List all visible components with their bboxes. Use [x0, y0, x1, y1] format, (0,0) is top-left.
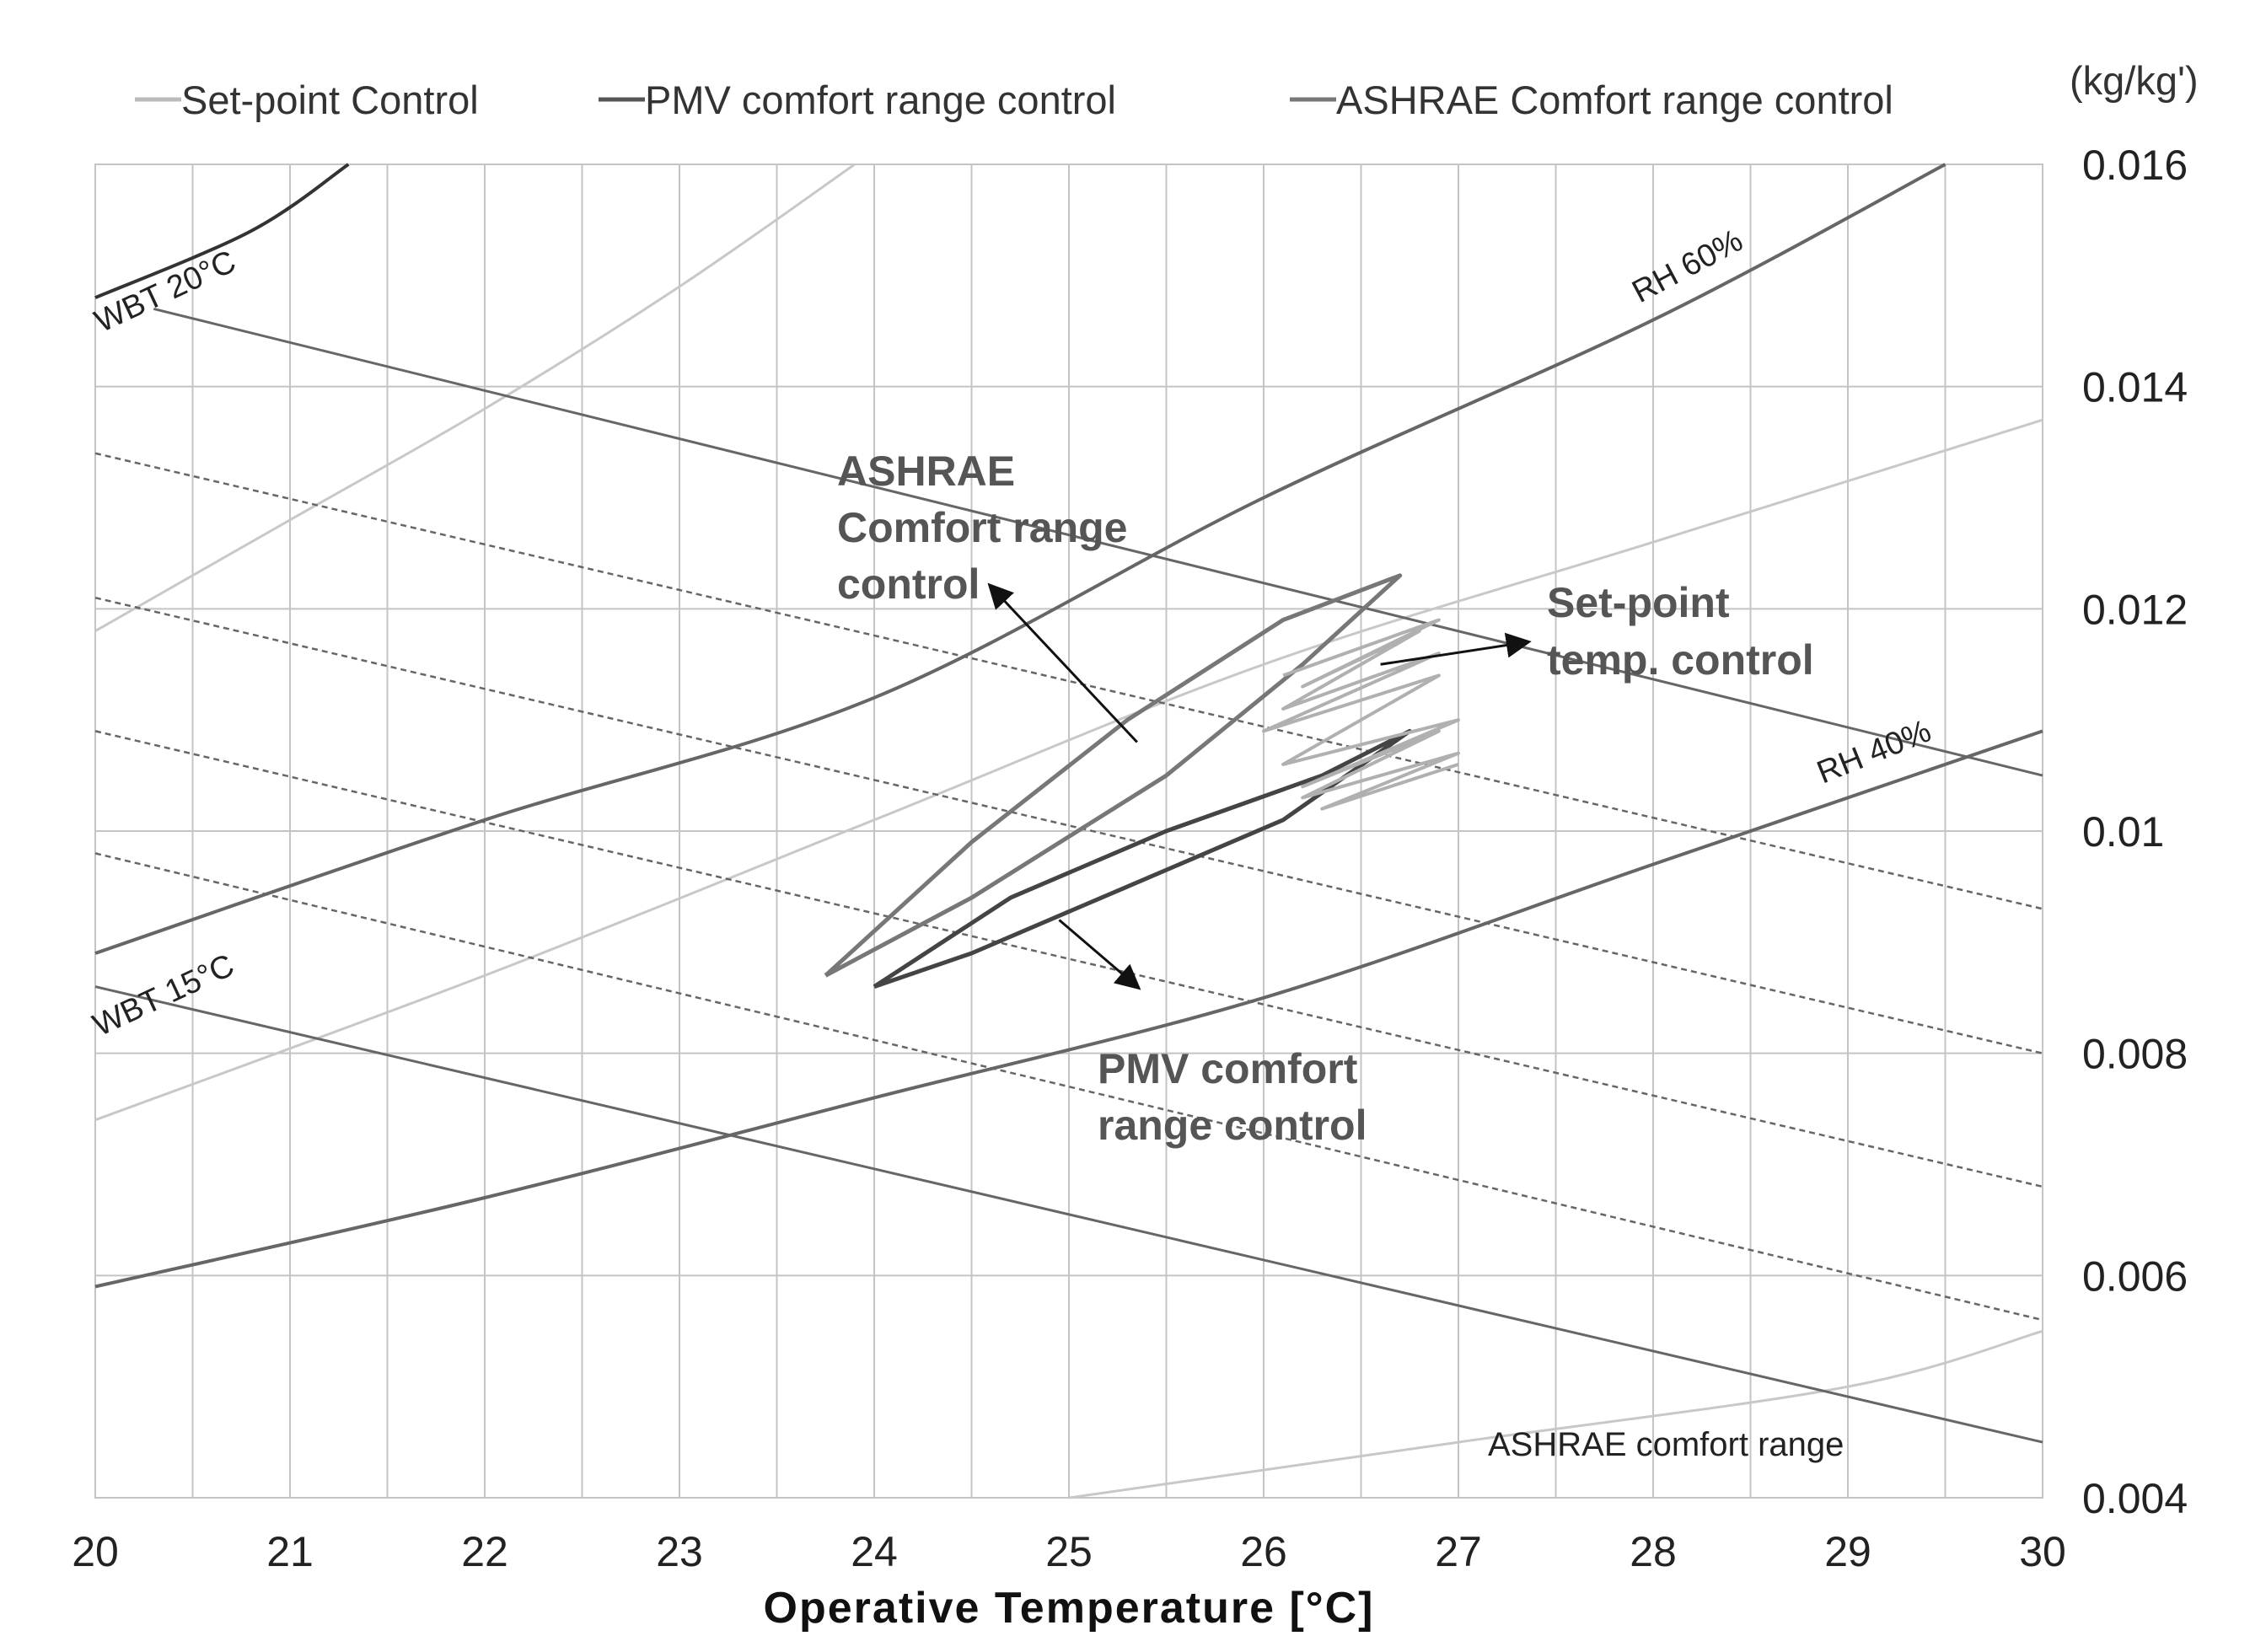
x-tick-label: 22 — [461, 1528, 508, 1575]
annotation-arrow — [987, 582, 1138, 743]
x-tick-label: 27 — [1435, 1528, 1482, 1575]
series-line — [824, 573, 1403, 978]
annotation-arrow — [1058, 919, 1141, 990]
y-tick-label: 0.006 — [2082, 1252, 2188, 1300]
series-line — [1262, 618, 1460, 811]
y-tick-label: 0.004 — [2082, 1475, 2188, 1522]
x-tick-label: 26 — [1240, 1528, 1287, 1575]
y-axis: 0.004 0.006 0.008 0.01 0.012 0.014 0.016 — [2082, 142, 2188, 1522]
rh-curve — [94, 163, 1947, 955]
y-axis-unit-label: (kg/kg') — [2070, 58, 2199, 103]
annotation-ashrae-line-3: control — [837, 560, 980, 608]
x-tick-label: 30 — [2019, 1528, 2066, 1575]
light-curve — [94, 418, 2043, 1122]
annotation-ashrae-line-1: ASHRAE — [837, 448, 1015, 495]
legend: Set-point Control PMV comfort range cont… — [135, 58, 2199, 122]
annotations: ASHRAE Comfort range control Set-point t… — [837, 448, 1814, 1149]
y-tick-label: 0.012 — [2082, 586, 2188, 633]
y-tick-label: 0.008 — [2082, 1031, 2188, 1078]
x-tick-label: 28 — [1630, 1528, 1677, 1575]
y-tick-label: 0.016 — [2082, 142, 2188, 189]
x-tick-label: 20 — [72, 1528, 119, 1575]
label-ashrae-comfort-range: ASHRAE comfort range — [1488, 1426, 1844, 1463]
legend-label-ashrae: ASHRAE Comfort range control — [1336, 78, 1893, 122]
x-tick-label: 23 — [656, 1528, 703, 1575]
data-series — [824, 573, 1460, 989]
legend-label-pmv: PMV comfort range control — [645, 78, 1116, 122]
annotation-setpoint-line-2: temp. control — [1547, 636, 1814, 684]
x-tick-label: 24 — [851, 1528, 898, 1575]
annotation-pmv-line-1: PMV comfort — [1098, 1045, 1358, 1092]
wbt-top-curve — [94, 163, 350, 300]
wbt-line — [94, 985, 2043, 1444]
light-curve — [1068, 1329, 2043, 1499]
x-tick-label: 29 — [1824, 1528, 1871, 1575]
reference-curves — [94, 163, 2043, 1499]
light-curve — [94, 163, 856, 633]
y-tick-label: 0.014 — [2082, 364, 2188, 411]
x-axis: 20 21 22 23 24 25 26 27 28 29 30 — [72, 1528, 2066, 1575]
x-axis-title: Operative Temperature [°C] — [764, 1584, 1375, 1633]
rh-curve — [94, 729, 2043, 1289]
wbt-line — [153, 307, 2043, 777]
annotation-setpoint-line-1: Set-point — [1547, 579, 1730, 626]
x-tick-label: 25 — [1045, 1528, 1093, 1575]
annotation-arrow — [1380, 632, 1532, 666]
x-tick-label: 21 — [266, 1528, 314, 1575]
annotation-ashrae-line-2: Comfort range — [837, 504, 1127, 551]
y-tick-label: 0.01 — [2082, 808, 2164, 856]
legend-label-set-point: Set-point Control — [181, 78, 479, 122]
annotation-pmv-line-2: range control — [1098, 1102, 1367, 1149]
